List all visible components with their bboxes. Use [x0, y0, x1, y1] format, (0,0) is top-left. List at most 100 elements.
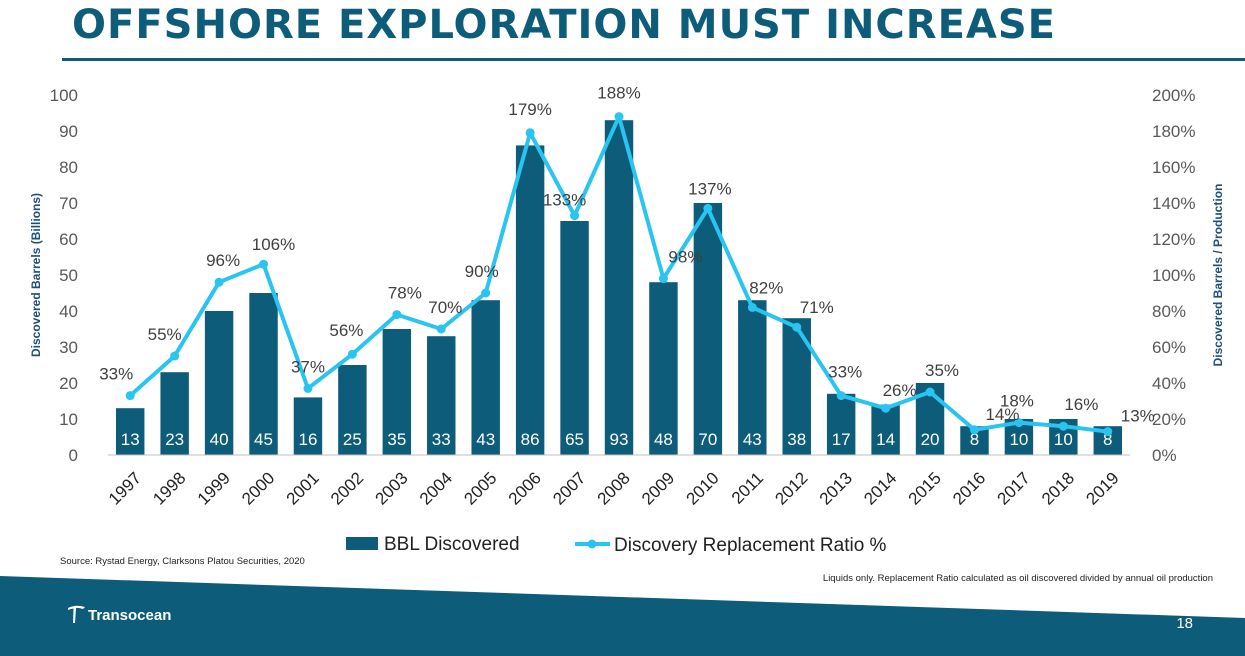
ratio-point: [703, 203, 713, 213]
bar: [160, 372, 189, 455]
y-right-tick-label: 200%: [1152, 86, 1195, 105]
ratio-point: [1058, 421, 1068, 431]
bar: [471, 300, 500, 455]
ratio-value-label: 98%: [668, 248, 702, 267]
ratio-point: [881, 403, 891, 413]
ratio-value-label: 55%: [148, 325, 182, 344]
bar: [293, 397, 323, 455]
ratio-value-label: 71%: [800, 298, 834, 317]
y-right-tick-label: 100%: [1152, 266, 1195, 285]
y-tick-label: 90: [59, 122, 78, 141]
y-axis-title: Discovered Barrels (Billions): [29, 193, 43, 357]
ratio-value-label: 35%: [925, 361, 959, 380]
ratio-value-label: 179%: [508, 100, 551, 119]
x-tick-label: 2001: [283, 468, 323, 508]
y-right-axis-title: Discovered Barrels / Production: [1211, 184, 1225, 367]
company-name: Transocean: [88, 607, 172, 624]
x-tick-label: 2002: [327, 468, 367, 508]
ratio-point: [570, 211, 580, 221]
page-title: OFFSHORE EXPLORATION MUST INCREASE: [72, 2, 1056, 48]
bar: [427, 336, 456, 455]
ratio-value-label: 96%: [206, 251, 240, 270]
ratio-value-label: 37%: [291, 357, 325, 376]
transocean-logo-icon: [68, 605, 85, 623]
footer-band: [0, 576, 1245, 656]
ratio-value-label: 78%: [388, 284, 422, 303]
x-tick-label: 1998: [149, 468, 189, 508]
ratio-point: [214, 277, 224, 287]
ratio-value-label: 56%: [329, 321, 363, 340]
x-tick-label: 2006: [505, 468, 545, 508]
bar-value-label: 13: [121, 430, 140, 449]
ratio-point: [525, 128, 535, 138]
bar-value-label: 35: [387, 430, 406, 449]
ratio-value-label: 13%: [1121, 407, 1155, 426]
bar: [649, 282, 678, 455]
bar: [204, 311, 234, 455]
x-tick-label: 1997: [105, 468, 145, 508]
legend-line-label: Discovery Replacement Ratio %: [614, 535, 887, 556]
bar: [693, 203, 723, 455]
bar-value-label: 10: [1009, 430, 1028, 449]
x-tick-label: 2004: [416, 468, 456, 508]
ratio-value-label: 33%: [828, 363, 862, 382]
bar-value-label: 93: [610, 430, 629, 449]
bar: [515, 145, 545, 455]
x-tick-label: 2011: [728, 468, 767, 507]
footnote: Liquids only. Replacement Ratio calculat…: [822, 573, 1213, 584]
bar-value-label: 65: [565, 430, 584, 449]
ratio-value-label: 16%: [1064, 395, 1098, 414]
x-tick-label: 2013: [816, 468, 856, 508]
x-tick-label: 2010: [683, 468, 723, 508]
ratio-point: [925, 387, 935, 397]
legend-bar-label: BBL Discovered: [384, 534, 520, 555]
x-tick-label: 2005: [460, 468, 500, 508]
ratio-value-label: 14%: [985, 405, 1019, 424]
x-tick-label: 2003: [371, 468, 411, 508]
bar-value-label: 14: [876, 430, 895, 449]
y-right-tick-label: 0%: [1152, 446, 1177, 465]
y-right-tick-label: 20%: [1152, 410, 1186, 429]
source-note: Source: Rystad Energy, Clarksons Platou …: [60, 556, 305, 567]
x-tick-label: 2019: [1082, 468, 1122, 508]
x-tick-label: 2015: [905, 468, 945, 508]
bar-value-label: 33: [432, 430, 451, 449]
bar-value-label: 17: [832, 430, 851, 449]
ratio-value-label: 137%: [688, 179, 731, 198]
bar-value-label: 8: [970, 430, 979, 449]
ratio-value-label: 26%: [883, 381, 917, 400]
bar: [249, 293, 278, 455]
ratio-point: [436, 324, 446, 334]
bar: [604, 120, 634, 455]
ratio-point: [392, 310, 402, 320]
y-tick-label: 30: [59, 338, 78, 357]
x-tick-label: 2014: [860, 468, 900, 508]
ratio-point: [969, 425, 979, 435]
bar-value-label: 86: [521, 430, 540, 449]
ratio-point: [125, 391, 135, 401]
ratio-value-label: 106%: [252, 235, 295, 254]
x-tick-label: 2008: [594, 468, 634, 508]
ratio-value-label: 188%: [597, 84, 640, 103]
ratio-point: [836, 391, 846, 401]
y-tick-label: 20: [59, 374, 78, 393]
y-tick-label: 50: [59, 266, 78, 285]
ratio-point: [1014, 418, 1024, 428]
bar-value-label: 40: [210, 430, 229, 449]
x-tick-label: 2009: [638, 468, 678, 508]
x-tick-label: 2016: [949, 468, 989, 508]
legend-bar-swatch: [346, 537, 378, 550]
ratio-point: [170, 351, 180, 361]
ratio-value-label: 18%: [1000, 392, 1034, 411]
ratio-point: [347, 349, 357, 359]
y-right-tick-label: 60%: [1152, 338, 1186, 357]
y-tick-label: 60: [59, 230, 78, 249]
ratio-value-label: 70%: [428, 298, 462, 317]
bar-value-label: 23: [165, 430, 184, 449]
y-right-tick-label: 40%: [1152, 374, 1186, 393]
bar: [871, 404, 900, 455]
bar-value-label: 8: [1103, 430, 1112, 449]
bar-value-label: 43: [743, 430, 762, 449]
company-logo: Transocean: [66, 604, 171, 624]
ratio-point: [747, 302, 757, 312]
